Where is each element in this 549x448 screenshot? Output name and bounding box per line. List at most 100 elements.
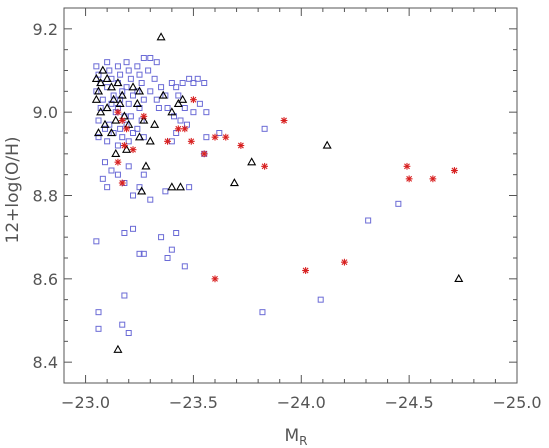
triangle-point: [106, 128, 116, 137]
x-tick-label: −23.0: [61, 393, 110, 412]
square-point: [119, 134, 126, 141]
y-tick-label: 8.8: [33, 187, 58, 206]
asterisk-point: [261, 162, 269, 170]
square-point: [121, 292, 128, 299]
square-point: [162, 188, 169, 195]
triangle-point: [178, 94, 188, 103]
triangle-point: [113, 344, 123, 353]
asterisk-point: [211, 133, 219, 141]
square-point: [175, 92, 182, 99]
square-point: [106, 67, 113, 74]
asterisk-point: [123, 125, 130, 133]
square-point: [196, 100, 203, 107]
x-tick-label: −24.5: [385, 393, 434, 412]
square-point: [101, 125, 108, 132]
triangle-point: [247, 157, 257, 166]
square-point: [134, 125, 141, 132]
square-point: [125, 100, 132, 107]
triangle-point: [115, 98, 125, 107]
square-point: [173, 230, 180, 236]
triangle-point: [100, 119, 110, 128]
x-axis-title-main: M: [284, 426, 299, 446]
triangle-point: [91, 73, 101, 82]
square-point: [108, 100, 115, 107]
asterisk-point: [164, 137, 171, 145]
square-point: [136, 250, 143, 257]
asterisk-point: [190, 96, 197, 104]
square-point: [123, 84, 130, 91]
square-point: [190, 80, 197, 86]
square-point: [114, 171, 121, 178]
square-point: [181, 263, 188, 270]
triangle-point: [145, 136, 155, 145]
x-tick-label: −24.0: [277, 393, 326, 412]
square-point: [114, 142, 121, 149]
triangle-point: [106, 82, 116, 91]
square-point: [136, 71, 143, 78]
square-point: [108, 167, 115, 174]
triangle-point: [137, 186, 147, 195]
y-tick-label: 9.0: [33, 103, 58, 122]
triangle-point: [102, 73, 112, 82]
square-point: [117, 125, 124, 132]
asterisk-point: [129, 146, 137, 154]
asterisk-point: [403, 162, 411, 170]
square-point: [147, 196, 154, 203]
square-point: [155, 105, 162, 111]
square-point: [123, 59, 130, 66]
triangle-point: [134, 86, 145, 95]
square-point: [101, 159, 108, 166]
asterisk-point: [140, 112, 148, 120]
triangle-point: [132, 98, 142, 107]
square-point: [140, 250, 147, 257]
square-point: [121, 230, 128, 236]
asterisk-point: [121, 142, 128, 149]
square-point: [125, 330, 132, 336]
square-point: [93, 238, 100, 245]
triangle-point: [134, 132, 145, 141]
square-point: [365, 217, 372, 224]
square-point: [164, 105, 171, 111]
asterisk-point: [302, 267, 309, 274]
square-point: [177, 117, 184, 124]
square-point: [130, 130, 137, 136]
triangle-point: [229, 178, 239, 187]
triangle-point: [150, 119, 160, 128]
triangle-point: [98, 65, 108, 74]
triangle-point: [111, 115, 121, 124]
triangle-point: [102, 103, 112, 112]
square-point: [127, 113, 134, 120]
triangle-point: [91, 94, 101, 103]
triangle-point: [156, 32, 166, 41]
square-point: [138, 80, 145, 86]
axes-frame: [63, 7, 518, 384]
square-point: [130, 192, 137, 199]
asterisk-point: [114, 158, 122, 166]
square-point: [164, 255, 171, 261]
y-tick-label: 9.2: [33, 20, 58, 39]
square-point: [317, 296, 324, 303]
square-point: [203, 134, 210, 141]
triangle-point: [167, 182, 177, 191]
asterisk-point: [429, 175, 437, 183]
square-point: [194, 75, 201, 82]
square-point: [216, 130, 223, 136]
asterisk-point: [280, 117, 288, 124]
square-point: [186, 184, 193, 191]
y-tick-label: 8.4: [33, 353, 58, 372]
square-point: [203, 109, 210, 116]
triangle-point: [109, 94, 119, 103]
asterisk-point: [211, 275, 219, 283]
square-point: [104, 184, 111, 191]
square-point: [395, 200, 402, 207]
triangle-point: [454, 273, 464, 282]
square-point: [95, 325, 102, 332]
triangle-point: [175, 182, 186, 191]
x-axis-ticks: −23.0 −23.5 −24.0 −24.5 −25.0: [61, 8, 542, 412]
plot-frame: [63, 7, 518, 384]
asterisk-point: [237, 142, 245, 149]
triangle-point: [117, 90, 127, 99]
x-axis-title: MR: [284, 426, 307, 448]
square-point: [145, 67, 152, 74]
